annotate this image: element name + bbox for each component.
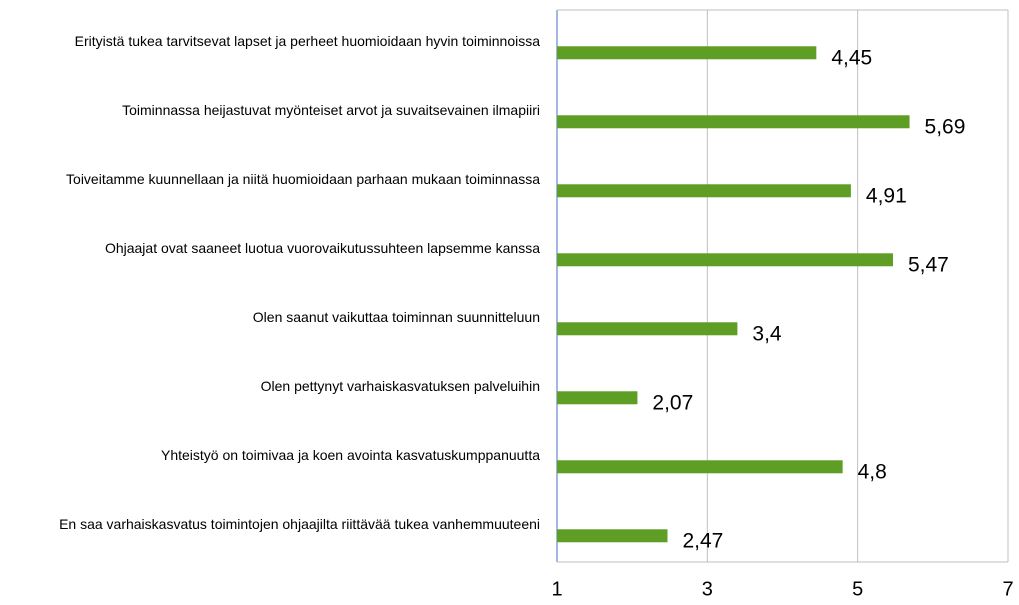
- value-label: 5,47: [908, 253, 949, 276]
- y-tick-label: Toiveitamme kuunnellaan ja niitä huomioi…: [10, 169, 540, 189]
- bar: [557, 322, 738, 336]
- bar: [557, 115, 910, 129]
- y-tick-label: Erityistä tukea tarvitsevat lapset ja pe…: [10, 31, 540, 51]
- y-tick-label-text: Toiminnassa heijastuvat myönteiset arvot…: [122, 101, 540, 118]
- y-tick-label: En saa varhaiskasvatus toimintojen ohjaa…: [10, 514, 540, 534]
- value-label: 4,45: [831, 46, 872, 69]
- value-label: 2,47: [682, 529, 723, 552]
- x-tick-label: 1: [551, 578, 562, 600]
- y-tick-label: Olen saanut vaikuttaa toiminnan suunnitt…: [10, 307, 540, 327]
- y-tick-label-text: Yhteistyö on toimivaa ja koen avointa ka…: [160, 446, 540, 463]
- x-tick-label: 3: [702, 578, 713, 600]
- value-label: 5,69: [925, 115, 966, 138]
- y-tick-label: Toiminnassa heijastuvat myönteiset arvot…: [10, 100, 540, 120]
- bar: [557, 46, 817, 60]
- x-tick-label: 5: [852, 578, 863, 600]
- value-label: 4,8: [858, 460, 887, 483]
- y-tick-label: Olen pettynyt varhaiskasvatuksen palvelu…: [10, 376, 540, 396]
- y-tick-label: Ohjaajat ovat saaneet luotua vuorovaikut…: [10, 238, 540, 258]
- value-label: 2,07: [652, 391, 693, 414]
- y-tick-label-text: Toiveitamme kuunnellaan ja niitä huomioi…: [66, 170, 540, 187]
- bar: [557, 184, 851, 198]
- bar: [557, 460, 843, 474]
- bar: [557, 391, 638, 405]
- value-label: 4,91: [866, 184, 907, 207]
- x-tick-label: 7: [1002, 578, 1013, 600]
- y-tick-label-text: Olen pettynyt varhaiskasvatuksen palvelu…: [260, 377, 540, 394]
- y-tick-label-text: Ohjaajat ovat saaneet luotua vuorovaikut…: [104, 239, 540, 256]
- value-label: 3,4: [752, 322, 782, 345]
- y-tick-label-text: Erityistä tukea tarvitsevat lapset ja pe…: [74, 32, 540, 49]
- bar: [557, 253, 893, 267]
- y-tick-label: Yhteistyö on toimivaa ja koen avointa ka…: [10, 445, 540, 465]
- bar: [557, 529, 668, 543]
- y-tick-label-text: Olen saanut vaikuttaa toiminnan suunnitt…: [252, 308, 540, 325]
- y-tick-label-text: En saa varhaiskasvatus toimintojen ohjaa…: [59, 515, 540, 532]
